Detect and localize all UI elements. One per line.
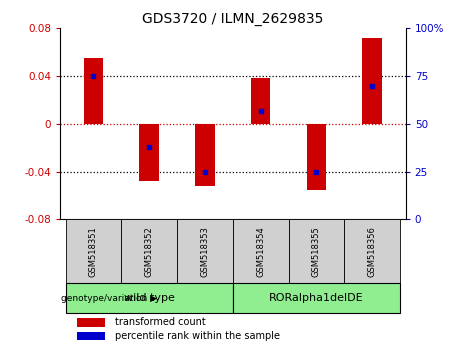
Bar — [344, 219, 400, 283]
Bar — [83, 58, 103, 124]
Bar — [77, 332, 105, 340]
Bar — [251, 79, 271, 124]
Text: percentile rank within the sample: percentile rank within the sample — [115, 331, 280, 341]
Bar — [233, 283, 400, 313]
Text: GSM518352: GSM518352 — [145, 226, 154, 277]
Text: GSM518353: GSM518353 — [201, 226, 209, 277]
Text: GSM518354: GSM518354 — [256, 226, 265, 277]
Bar — [121, 219, 177, 283]
Bar — [77, 318, 105, 326]
Bar — [177, 219, 233, 283]
Bar — [65, 283, 233, 313]
Bar — [362, 38, 382, 124]
Text: GSM518351: GSM518351 — [89, 226, 98, 277]
Bar — [195, 124, 215, 186]
Text: wild type: wild type — [124, 293, 175, 303]
Title: GDS3720 / ILMN_2629835: GDS3720 / ILMN_2629835 — [142, 12, 324, 26]
Text: GSM518356: GSM518356 — [368, 226, 377, 277]
Bar — [233, 219, 289, 283]
Bar — [139, 124, 159, 181]
Text: GSM518355: GSM518355 — [312, 226, 321, 277]
Text: transformed count: transformed count — [115, 318, 206, 327]
Bar — [307, 124, 326, 190]
Bar — [65, 219, 121, 283]
Bar — [289, 219, 344, 283]
Text: RORalpha1delDE: RORalpha1delDE — [269, 293, 364, 303]
Text: genotype/variation ▶: genotype/variation ▶ — [61, 293, 157, 303]
